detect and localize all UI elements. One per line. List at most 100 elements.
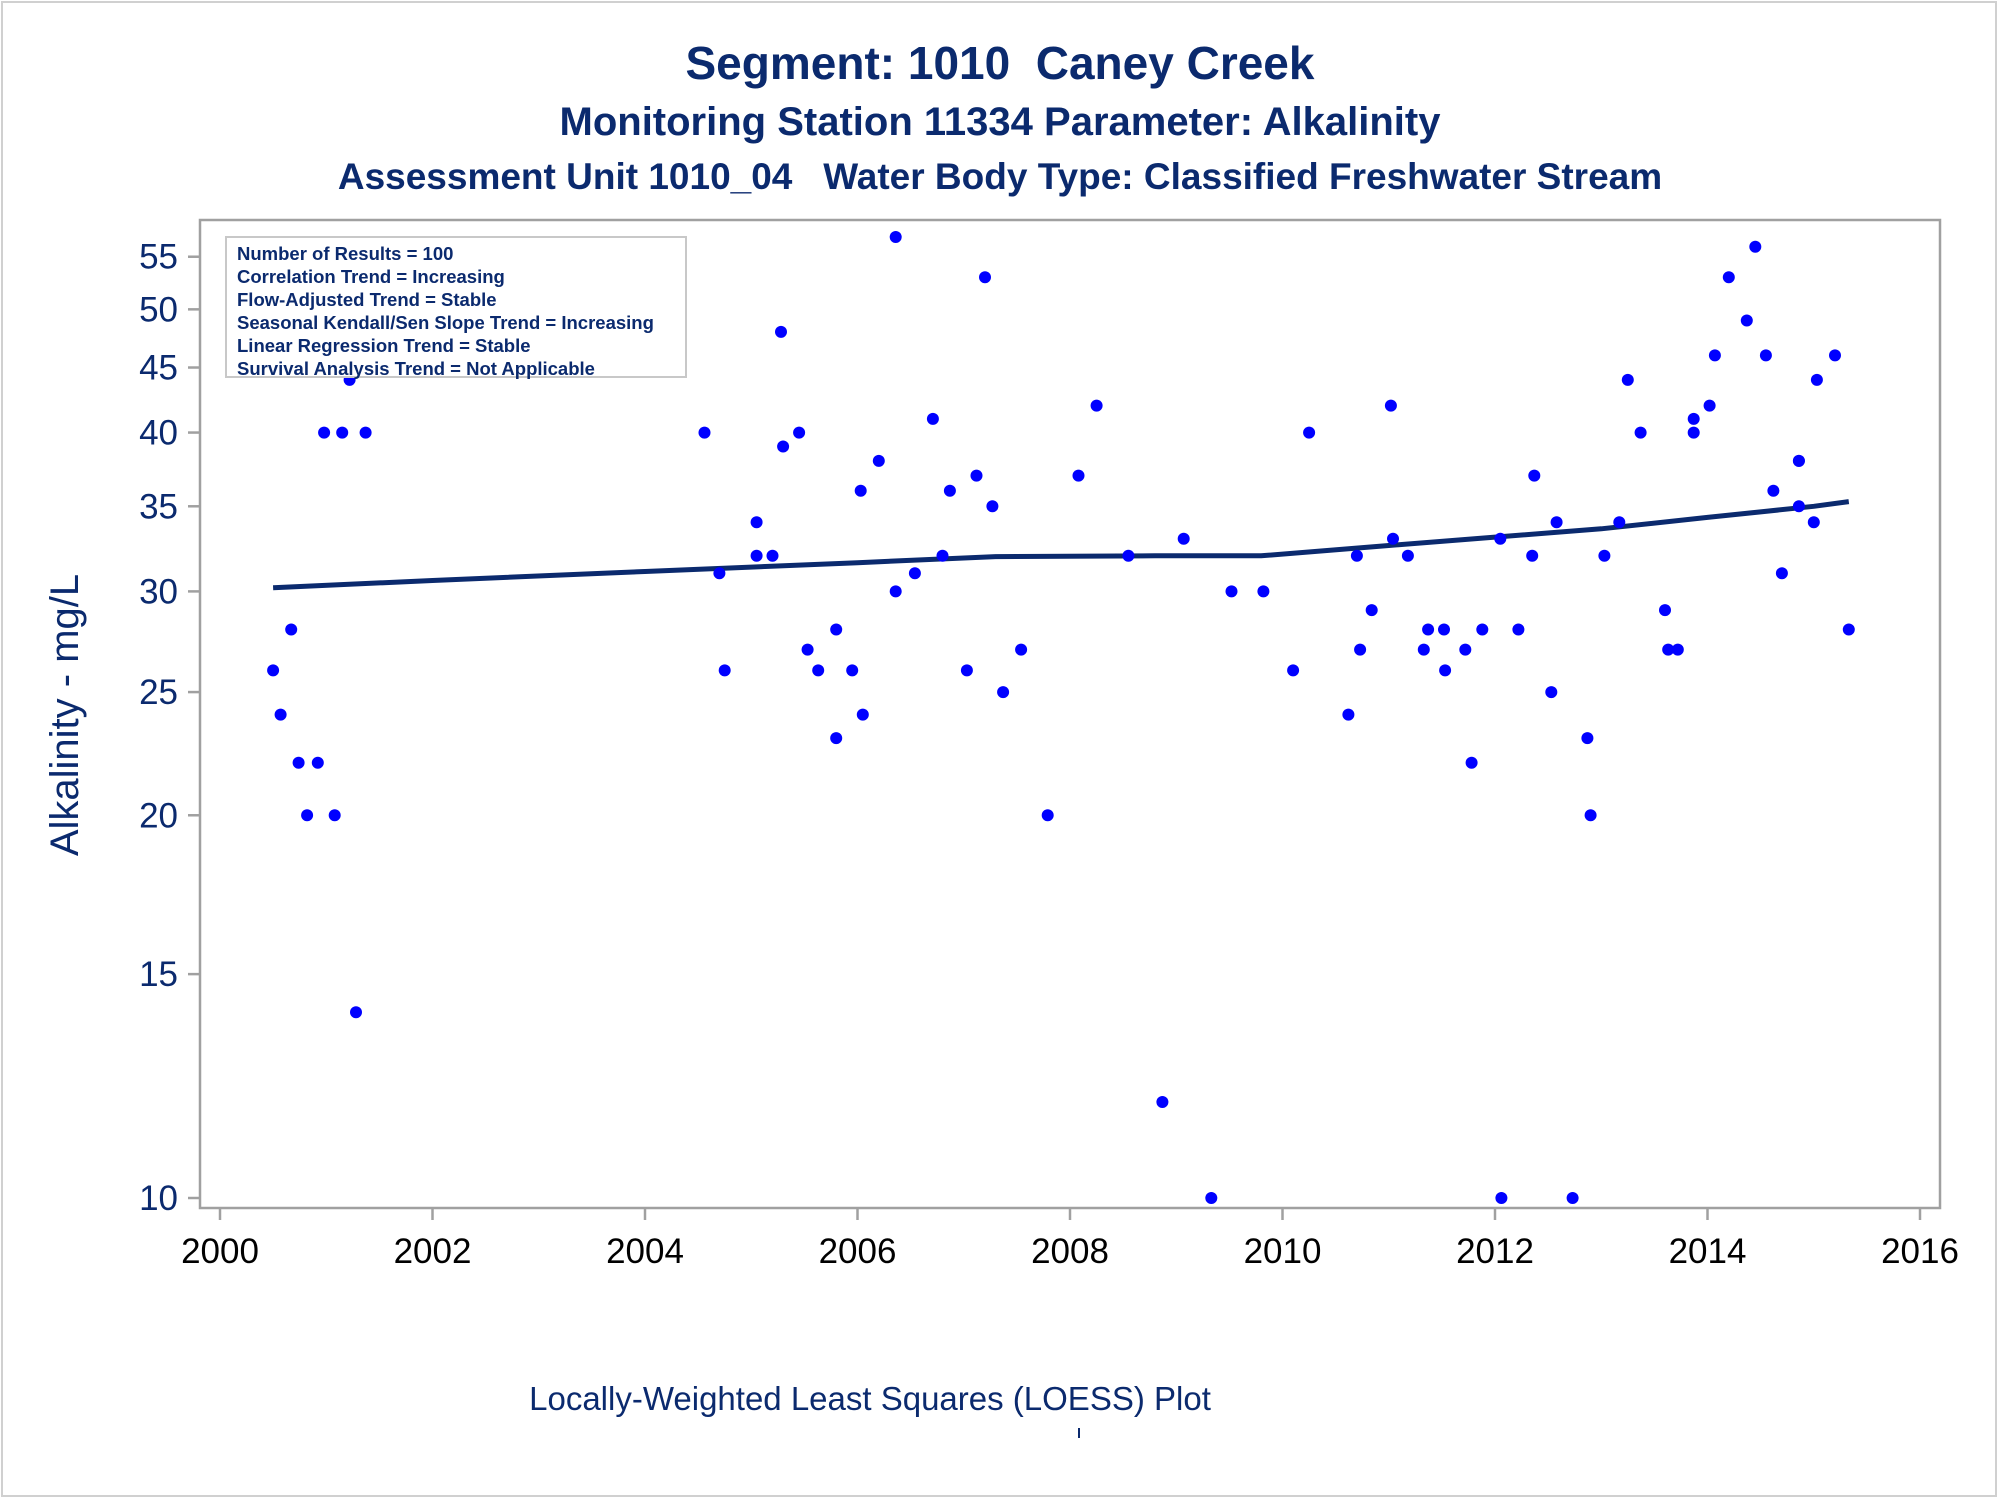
data-point: [1659, 604, 1671, 617]
y-tick-label: 20: [139, 796, 178, 835]
x-tick-label: 2008: [1031, 1232, 1109, 1271]
data-point: [1671, 643, 1684, 656]
data-point: [1708, 349, 1721, 362]
data-point: [1205, 1192, 1218, 1204]
data-point: [1015, 643, 1028, 656]
data-point: [274, 708, 287, 721]
data-point: [1354, 643, 1367, 656]
data-point: [1156, 1096, 1169, 1108]
y-tick-label: 15: [139, 955, 178, 994]
data-point: [889, 231, 902, 243]
data-point: [1526, 549, 1539, 562]
data-point: [1687, 412, 1700, 425]
data-point: [926, 412, 939, 425]
data-point: [1621, 373, 1634, 386]
chart-subtitle: Monitoring Station 11334 Parameter: Alka…: [559, 100, 1441, 144]
data-point: [1122, 549, 1135, 562]
data-point: [1384, 399, 1397, 412]
data-point: [830, 732, 843, 745]
data-point: [1417, 643, 1430, 656]
data-point: [801, 643, 814, 656]
data-point: [854, 484, 867, 497]
data-point: [856, 708, 869, 721]
data-points: [267, 231, 1855, 1204]
data-point: [936, 549, 949, 562]
data-point: [777, 440, 790, 453]
info-correlation-trend: Correlation Trend = Increasing: [237, 266, 505, 287]
data-point: [1740, 314, 1753, 327]
footnote: Locally-Weighted Least Squares (LOESS) P…: [529, 1380, 1211, 1417]
data-point: [1759, 349, 1772, 362]
data-point: [1465, 756, 1478, 769]
data-point: [766, 549, 779, 562]
chart-title: Segment: 1010 Caney Creek: [685, 37, 1315, 89]
x-tick-label: 2010: [1244, 1232, 1322, 1271]
data-point: [1550, 516, 1563, 529]
data-point: [1422, 623, 1435, 636]
data-point: [1581, 732, 1594, 745]
data-point: [318, 426, 331, 439]
x-tick-label: 2002: [394, 1232, 472, 1271]
data-point: [1494, 532, 1507, 545]
data-point: [1545, 686, 1558, 699]
data-point: [336, 426, 349, 439]
data-point: [1598, 549, 1611, 562]
data-point: [292, 756, 305, 769]
data-point: [1495, 1192, 1508, 1204]
y-axis: 10 15 20 25 30 35 40 45 50 55: [139, 238, 200, 1218]
y-tick-label: 40: [139, 414, 178, 453]
info-flow-adjusted-trend: Flow-Adjusted Trend = Stable: [237, 289, 497, 310]
data-point: [1613, 516, 1626, 529]
data-point: [1634, 426, 1647, 439]
x-tick-label: 2014: [1669, 1232, 1747, 1271]
data-point: [1722, 271, 1735, 284]
footnote-mark: [1078, 1428, 1080, 1438]
y-tick-label: 35: [139, 487, 178, 526]
trend-info-box: Number of Results = 100 Correlation Tren…: [225, 236, 687, 379]
data-point: [1303, 426, 1316, 439]
x-tick-label: 2004: [606, 1232, 684, 1271]
info-results-count: Number of Results = 100: [237, 243, 454, 264]
data-point: [1767, 484, 1780, 497]
data-point: [1703, 399, 1716, 412]
data-point: [1387, 532, 1399, 545]
x-axis: 2000 2002 2004 2006 2008 2010 2012 2014 2016: [181, 1208, 1959, 1271]
x-tick-label: 2012: [1456, 1232, 1534, 1271]
data-point: [267, 664, 280, 677]
y-tick-label: 30: [139, 572, 178, 611]
data-point: [1792, 454, 1805, 467]
info-linear-regression-trend: Linear Regression Trend = Stable: [237, 335, 531, 356]
data-point: [908, 567, 921, 580]
info-survival-analysis-trend: Survival Analysis Trend = Not Applicable: [237, 358, 595, 379]
data-point: [943, 484, 956, 497]
data-point: [1257, 585, 1270, 598]
data-point: [698, 426, 711, 439]
loess-trend-line: [272, 499, 1850, 591]
data-point: [846, 664, 859, 677]
data-point: [1177, 532, 1190, 545]
data-point: [1342, 708, 1355, 721]
data-point: [718, 664, 731, 677]
data-point: [1829, 349, 1841, 362]
data-point: [1287, 664, 1300, 677]
data-point: [1775, 567, 1788, 580]
data-point: [1072, 469, 1085, 482]
data-point: [328, 809, 341, 822]
data-point: [311, 756, 324, 769]
data-point: [285, 623, 298, 636]
data-point: [812, 664, 825, 677]
data-point: [960, 664, 973, 677]
x-tick-label: 2016: [1881, 1232, 1959, 1271]
data-point: [1792, 500, 1805, 513]
data-point: [1749, 240, 1762, 253]
data-point: [970, 469, 983, 482]
y-tick-label: 10: [139, 1179, 178, 1218]
data-point: [1476, 623, 1489, 636]
data-point: [1225, 585, 1238, 598]
data-point: [1687, 426, 1700, 439]
data-point: [1807, 516, 1820, 529]
data-point: [1041, 809, 1054, 822]
data-point: [775, 325, 787, 338]
